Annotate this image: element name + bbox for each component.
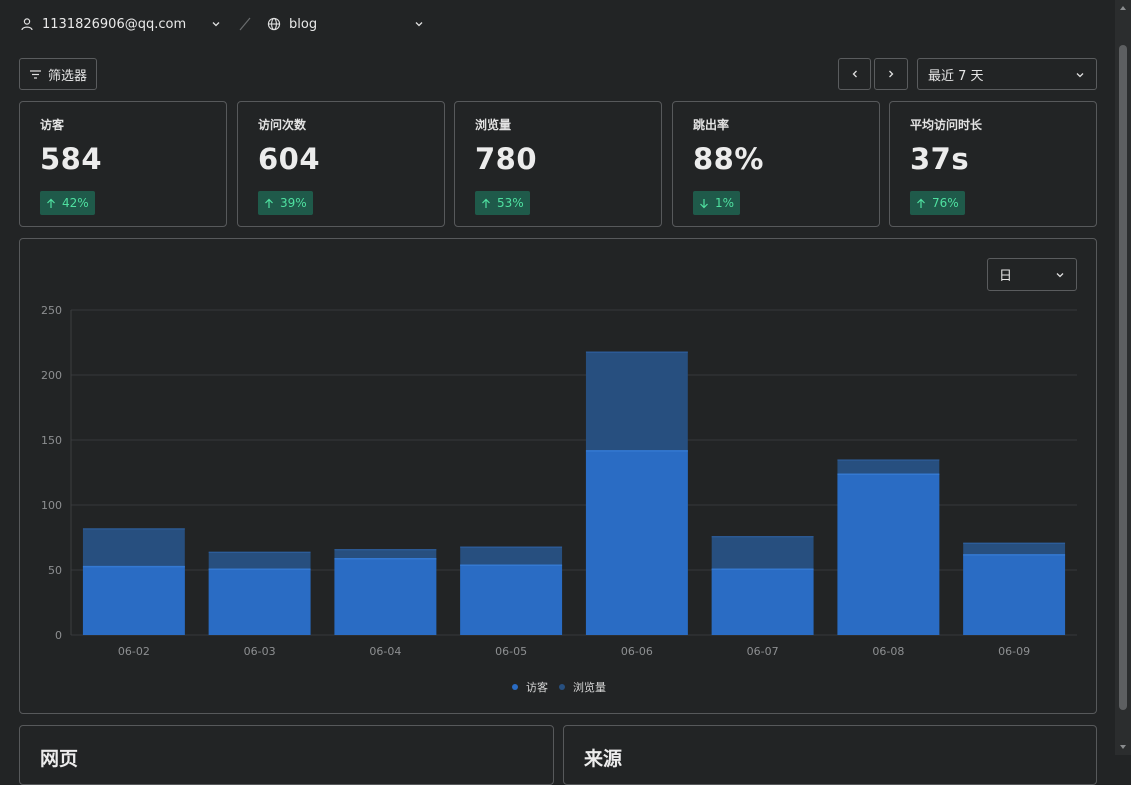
y-tick-label: 250	[41, 304, 62, 317]
legend-label-visitors[interactable]: 访客	[526, 680, 548, 694]
legend-marker-visitors	[512, 684, 518, 690]
x-tick-label: 06-09	[998, 645, 1030, 658]
x-tick-label: 06-03	[244, 645, 276, 658]
referrers-panel: 来源	[563, 725, 1097, 785]
bar-visitors[interactable]	[585, 450, 688, 635]
website-name: blog	[289, 16, 318, 32]
y-tick-label: 0	[55, 629, 62, 642]
y-tick-label: 200	[41, 369, 62, 382]
metric-value: 780	[475, 142, 538, 176]
metric-label: 浏览量	[475, 118, 512, 132]
metric-label: 访问次数	[258, 118, 307, 132]
change-badge: 76%	[910, 191, 965, 215]
x-tick-label: 06-06	[621, 645, 653, 658]
change-badge: 1%	[693, 191, 741, 215]
chevron-down-icon	[1076, 73, 1084, 78]
change-badge: 53%	[475, 191, 530, 215]
scroll-down-icon[interactable]	[1119, 743, 1127, 751]
arrow-up-icon	[265, 198, 273, 208]
arrow-down-icon	[700, 198, 708, 208]
y-tick-label: 100	[41, 499, 62, 512]
chevron-right-icon	[889, 70, 894, 78]
metric-value: 584	[40, 142, 103, 176]
previous-period-button[interactable]	[838, 58, 871, 90]
account-chevron-down-icon[interactable]	[210, 18, 222, 30]
time-unit-value: 日	[999, 269, 1013, 284]
chevron-down-icon	[1056, 273, 1064, 278]
scroll-thumb[interactable]	[1119, 45, 1127, 710]
scroll-up-icon[interactable]	[1119, 4, 1127, 12]
x-tick-label: 06-02	[118, 645, 150, 658]
change-value: 1%	[715, 196, 735, 210]
change-value: 42%	[62, 196, 89, 210]
change-value: 53%	[497, 196, 524, 210]
website-selector[interactable]: blog	[267, 14, 317, 34]
x-tick-label: 06-08	[872, 645, 904, 658]
metric-card-avg-visit-duration: 平均访问时长 37s 76%	[889, 101, 1097, 227]
user-icon	[21, 18, 33, 31]
metric-card-visitors: 访客 584 42%	[19, 101, 227, 227]
bar-visitors[interactable]	[963, 554, 1066, 635]
pages-panel-title: 网页	[40, 748, 79, 770]
top-bar: 1131826906@qq.com blog	[0, 0, 1115, 48]
bar-visitors[interactable]	[711, 568, 814, 635]
y-tick-label: 150	[41, 434, 62, 447]
change-value: 76%	[932, 196, 959, 210]
breadcrumb-separator-icon	[239, 17, 251, 31]
metric-card-bounce-rate: 跳出率 88% 1%	[672, 101, 880, 227]
filter-icon	[29, 69, 41, 79]
metric-label: 跳出率	[693, 118, 730, 132]
bar-visitors[interactable]	[82, 566, 185, 635]
x-tick-label: 06-07	[747, 645, 779, 658]
arrow-up-icon	[482, 198, 490, 208]
vertical-scrollbar[interactable]	[1115, 0, 1131, 755]
date-range-select[interactable]: 最近 7 天	[917, 58, 1097, 90]
account-name: 1131826906@qq.com	[42, 16, 187, 32]
change-badge: 39%	[258, 191, 313, 215]
bar-visitors[interactable]	[460, 564, 563, 635]
metric-value: 37s	[910, 142, 970, 176]
website-chevron-down-icon[interactable]	[413, 18, 425, 30]
pages-panel: 网页	[19, 725, 554, 785]
metric-card-visits: 访问次数 604 39%	[237, 101, 445, 227]
arrow-up-icon	[47, 198, 55, 208]
metric-value: 604	[258, 142, 321, 176]
metric-card-pageviews: 浏览量 780 53%	[454, 101, 662, 227]
legend-label-pageviews[interactable]: 浏览量	[573, 680, 606, 694]
metric-value: 88%	[693, 142, 764, 176]
x-tick-label: 06-04	[369, 645, 401, 658]
bar-visitors[interactable]	[837, 473, 940, 635]
metric-label: 平均访问时长	[910, 118, 983, 132]
bar-visitors[interactable]	[334, 558, 437, 635]
metric-label: 访客	[40, 118, 65, 132]
change-badge: 42%	[40, 191, 95, 215]
next-period-button[interactable]	[874, 58, 908, 90]
filter-label: 筛选器	[47, 68, 87, 84]
y-tick-label: 50	[48, 564, 62, 577]
filter-button[interactable]: 筛选器	[19, 58, 97, 90]
account-selector[interactable]: 1131826906@qq.com	[20, 14, 186, 34]
arrow-up-icon	[917, 198, 925, 208]
legend-marker-pageviews	[559, 684, 565, 690]
change-value: 39%	[280, 196, 307, 210]
bar-chart: 0 50 100 150 200 250 06-02 06-03 06-04 06-05 06-06…	[41, 304, 1077, 694]
chevron-left-icon	[852, 70, 857, 78]
date-range-value: 最近 7 天	[928, 68, 984, 84]
bar-visitors[interactable]	[208, 568, 311, 635]
globe-icon	[267, 17, 281, 31]
referrers-panel-title: 来源	[584, 748, 623, 770]
time-unit-select[interactable]: 日	[987, 258, 1077, 291]
x-tick-label: 06-05	[495, 645, 527, 658]
